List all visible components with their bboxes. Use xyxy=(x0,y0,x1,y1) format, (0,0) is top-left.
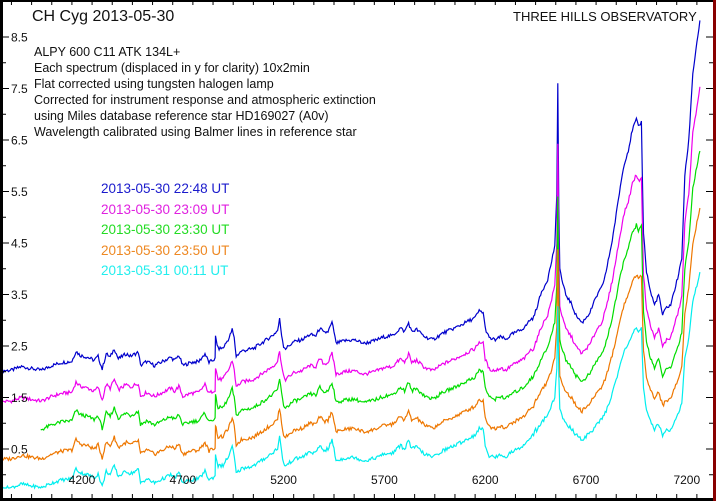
spectrum-line xyxy=(0,20,701,374)
spectrum-line xyxy=(1,207,701,462)
x-tick-label: 4700 xyxy=(169,473,196,487)
y-tick-label: 8.5 xyxy=(11,31,28,45)
y-tick-label: 3.5 xyxy=(11,288,28,302)
legend-item-2248: 2013-05-30 22:48 UT xyxy=(101,181,230,196)
y-tick-label: 5.5 xyxy=(11,185,28,199)
y-tick-label: 0.5 xyxy=(11,443,28,457)
annotation-notes: ALPY 600 C11 ATK 134L+ Each spectrum (di… xyxy=(34,44,376,140)
note-line: ALPY 600 C11 ATK 134L+ xyxy=(34,45,181,59)
x-tick-label: 7200 xyxy=(673,473,700,487)
legend-item-0011: 2013-05-31 00:11 UT xyxy=(101,263,229,278)
note-line: Each spectrum (displaced in y for clarit… xyxy=(34,61,310,75)
x-tick-label: 5200 xyxy=(270,473,297,487)
y-tick-label: 6.5 xyxy=(11,134,28,148)
spectrum-line xyxy=(0,86,701,405)
legend: 2013-05-30 22:48 UT 2013-05-30 23:09 UT … xyxy=(101,179,229,282)
legend-item-2309: 2013-05-30 23:09 UT xyxy=(101,201,230,217)
x-tick-label: 5700 xyxy=(371,473,398,487)
observatory-label: THREE HILLS OBSERVATORY xyxy=(513,9,697,24)
legend-item-2330: 2013-05-30 23:30 UT xyxy=(101,222,230,237)
y-tick-label: 4.5 xyxy=(11,237,28,251)
note-line: Corrected for instrument response and at… xyxy=(34,93,376,107)
spectrum-line xyxy=(0,271,701,490)
y-tick-label: 2.5 xyxy=(11,340,28,354)
note-line: Wavelength calibrated using Balmer lines… xyxy=(34,125,357,139)
x-tick-label: 6200 xyxy=(472,473,499,487)
x-tick-label: 4200 xyxy=(69,473,96,487)
spectrum-series-layer xyxy=(0,20,701,490)
chart-title: CH Cyg 2013-05-30 xyxy=(32,8,175,25)
x-tick-label: 6700 xyxy=(573,473,600,487)
note-line: Flat corrected using tungsten halogen la… xyxy=(34,77,274,91)
legend-item-2350: 2013-05-30 23:50 UT xyxy=(101,242,230,258)
y-tick-label: 1.5 xyxy=(11,391,28,405)
note-line: using Miles database reference star HD16… xyxy=(34,109,329,123)
spectrum-line xyxy=(40,150,701,431)
y-tick-label: 7.5 xyxy=(11,82,28,96)
